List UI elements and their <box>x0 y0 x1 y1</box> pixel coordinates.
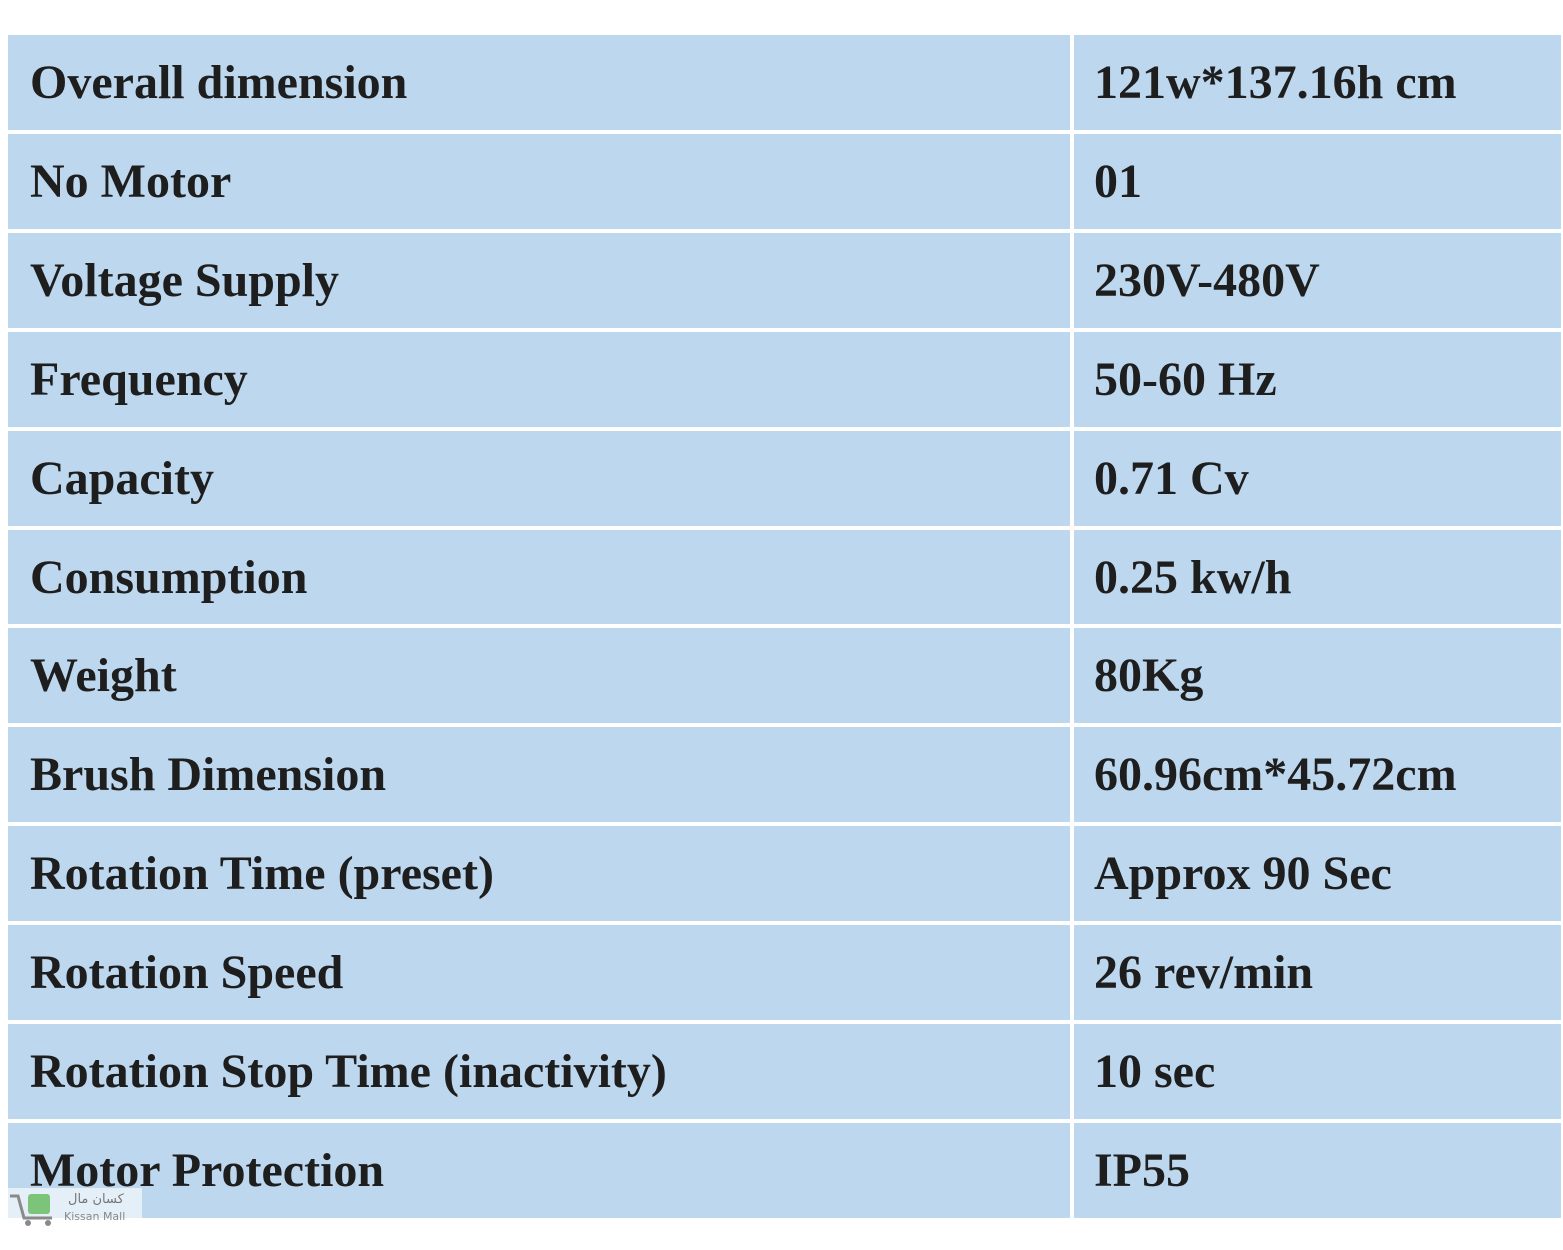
spec-value: Approx 90 Sec <box>1074 826 1561 922</box>
spec-label: No Motor <box>8 133 1070 229</box>
spec-value: 10 sec <box>1074 1024 1561 1120</box>
spec-value: 0.25 kw/h <box>1074 529 1561 625</box>
spec-label: Rotation Speed <box>8 925 1070 1021</box>
watermark-local: کسان مال <box>68 1192 124 1207</box>
spec-label: Consumption <box>8 529 1070 625</box>
spec-value: IP55 <box>1074 1123 1561 1218</box>
watermark-logo <box>10 1194 52 1226</box>
spec-label: Overall dimension <box>8 35 1070 130</box>
spec-label: Capacity <box>8 430 1070 526</box>
spec-value: 121w*137.16h cm <box>1074 35 1561 130</box>
spec-label: Rotation Stop Time (inactivity) <box>8 1024 1070 1120</box>
spec-value: 80Kg <box>1074 628 1561 724</box>
spec-value: 01 <box>1074 133 1561 229</box>
spec-value: 26 rev/min <box>1074 925 1561 1021</box>
spec-value: 50-60 Hz <box>1074 331 1561 427</box>
spec-label: Frequency <box>8 331 1070 427</box>
spec-label: Weight <box>8 628 1070 724</box>
spec-label: Rotation Time (preset) <box>8 826 1070 922</box>
spec-value: 230V-480V <box>1074 232 1561 328</box>
spec-label: Brush Dimension <box>8 727 1070 823</box>
watermark: کسان مال Kissan Mall <box>8 1188 142 1228</box>
watermark-name: Kissan Mall <box>64 1210 126 1223</box>
spec-value: 0.71 Cv <box>1074 430 1561 526</box>
spec-value: 60.96cm*45.72cm <box>1074 727 1561 823</box>
spec-label: Motor Protection <box>8 1123 1070 1218</box>
spec-label: Voltage Supply <box>8 232 1070 328</box>
spec-table: Overall dimension 121w*137.16h cm No Motor… <box>8 35 1561 1218</box>
